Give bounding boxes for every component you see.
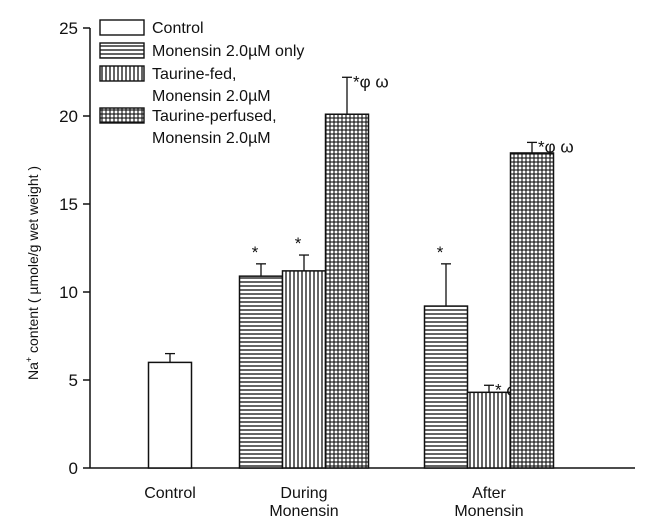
legend-swatch [99, 19, 145, 36]
legend-item-3: Taurine-fed, Monensin 2.0µM [99, 65, 271, 105]
y-tick-label: 0 [69, 459, 78, 478]
y-axis-label: Na+ content ( µmole/g wet weight ) [24, 166, 41, 380]
legend: Control Monensin 2.0µM only Taurine-fed, Mo… [99, 19, 304, 147]
bar-group-2-bar-3: *φ ω [324, 72, 389, 469]
y-tick-label: 5 [69, 371, 78, 390]
legend-swatch [99, 65, 145, 82]
x-category-label: After Monensin [454, 485, 523, 519]
legend-swatch [99, 42, 145, 59]
legend-item-1: Control [99, 19, 204, 37]
legend-label: Monensin 2.0µM only [152, 43, 304, 60]
y-axis-label-prefix: Na [25, 362, 41, 380]
bar [324, 113, 370, 469]
significance-annotation: * [437, 243, 444, 262]
bar-group-2-bar-2: * [281, 234, 327, 469]
legend-swatch [99, 107, 145, 124]
legend-label: Taurine-perfused, Monensin 2.0µM [152, 108, 277, 147]
y-tick-label: 10 [59, 283, 78, 302]
bar-group-3-bar-3: *φ ω [509, 137, 574, 469]
bar [423, 305, 469, 469]
y-axis-label-rest: content ( µmole/g wet weight ) [25, 166, 41, 357]
bar [147, 361, 193, 469]
bar [238, 275, 284, 469]
significance-annotation: * [295, 234, 302, 253]
bars: * **φ ω** φ*φ ω [147, 72, 574, 469]
bar [281, 270, 327, 469]
bar-group-1-bar-1 [147, 352, 193, 469]
significance-annotation: *φ ω [353, 72, 389, 91]
x-category-label: During Monensin [269, 485, 338, 519]
y-tick-label: 15 [59, 195, 78, 214]
y-tick-label: 20 [59, 107, 78, 126]
significance-annotation: *φ ω [538, 137, 574, 156]
legend-item-2: Monensin 2.0µM only [99, 42, 304, 60]
x-category-label: Control [144, 485, 196, 502]
legend-item-4: Taurine-perfused, Monensin 2.0µM [99, 107, 277, 147]
legend-label: Taurine-fed, Monensin 2.0µM [152, 66, 271, 105]
bar [466, 391, 512, 469]
legend-label: Control [152, 20, 204, 37]
bar [509, 152, 555, 469]
y-axis-ticks: 0 5 10 15 20 25 [59, 19, 90, 478]
bar-group-3-bar-1: * [423, 243, 469, 469]
x-axis-labels: Control During Monensin After Monensin [144, 485, 523, 519]
y-tick-label: 25 [59, 19, 78, 38]
y-axis-label-superscript: + [24, 357, 34, 362]
bar-group-2-bar-1: * [238, 243, 284, 469]
significance-annotation: * [252, 243, 259, 262]
